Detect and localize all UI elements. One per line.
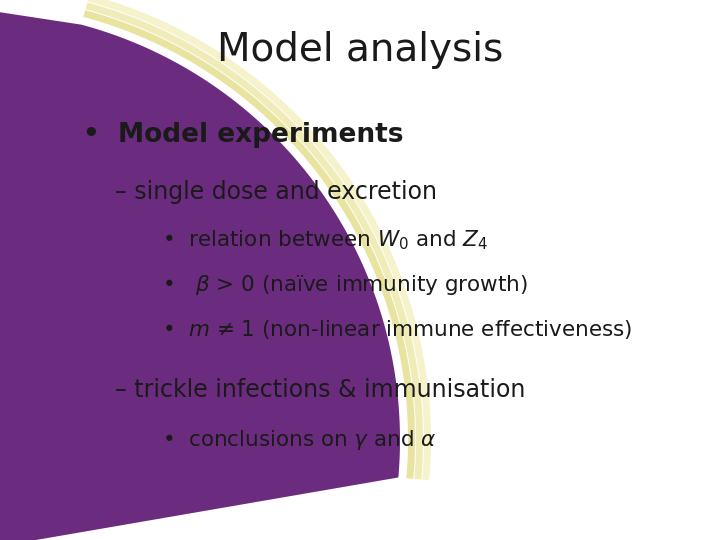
Text: •   $\beta$ > 0 (naïve immunity growth): • $\beta$ > 0 (naïve immunity growth) <box>162 273 528 297</box>
Polygon shape <box>86 3 423 480</box>
Text: •  relation between $W_0$ and $Z_4$: • relation between $W_0$ and $Z_4$ <box>162 228 488 252</box>
Polygon shape <box>0 0 400 540</box>
Text: •  $m$ ≠ 1 (non-linear immune effectiveness): • $m$ ≠ 1 (non-linear immune effectivene… <box>162 319 632 341</box>
Text: •  Model experiments: • Model experiments <box>83 122 403 148</box>
Polygon shape <box>88 0 431 480</box>
Text: Model analysis: Model analysis <box>217 31 503 69</box>
Text: – trickle infections & immunisation: – trickle infections & immunisation <box>115 378 526 402</box>
Polygon shape <box>84 10 415 479</box>
Text: – single dose and excretion: – single dose and excretion <box>115 180 437 204</box>
Text: •  conclusions on $\gamma$ and $\alpha$: • conclusions on $\gamma$ and $\alpha$ <box>162 428 437 452</box>
